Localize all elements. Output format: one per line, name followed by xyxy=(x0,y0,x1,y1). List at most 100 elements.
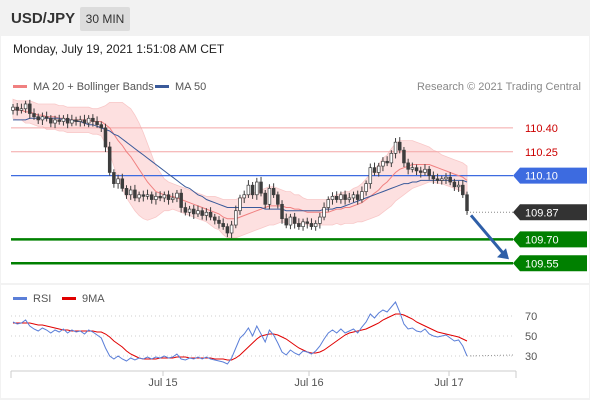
candle-body-up xyxy=(389,152,394,164)
candle-body-down xyxy=(133,189,137,199)
candle-body-up xyxy=(162,194,167,199)
candle-body-down xyxy=(452,181,457,188)
candle xyxy=(242,190,246,204)
candle-body-down xyxy=(427,168,431,176)
ma50-legend-label: MA 50 xyxy=(175,81,206,93)
copyright-label: Research © 2021 Trading Central xyxy=(417,81,581,93)
candle-body-down xyxy=(461,184,465,196)
candle xyxy=(431,171,436,184)
candle-body-up xyxy=(347,197,352,200)
candle-body-down xyxy=(183,207,188,213)
candle xyxy=(313,220,318,231)
candle xyxy=(372,162,377,176)
candle xyxy=(330,192,335,205)
rsi-tick-70: 70 xyxy=(525,311,537,323)
candle xyxy=(410,162,415,173)
candle-body-up xyxy=(288,216,293,226)
candle-body-down xyxy=(419,170,423,173)
candle xyxy=(103,123,108,153)
candle-body-down xyxy=(200,210,204,216)
time-tick-label: Jul 16 xyxy=(294,377,323,389)
candle xyxy=(419,166,423,178)
candle xyxy=(112,169,116,188)
candle-body-down xyxy=(141,194,146,197)
rsi-line xyxy=(12,301,468,365)
candle-body-down xyxy=(107,146,112,173)
candle xyxy=(225,223,230,238)
candle xyxy=(183,202,188,216)
candle-body-down xyxy=(343,194,347,200)
candle xyxy=(347,192,352,203)
candle xyxy=(444,173,448,184)
candle xyxy=(263,189,267,209)
candle-body-up xyxy=(196,210,200,215)
projection-arrow-shaft xyxy=(469,214,506,256)
candle xyxy=(170,192,175,203)
candle-body-down xyxy=(263,192,267,205)
level-tag-109.87 xyxy=(513,204,587,221)
rsi-legend-swatch xyxy=(13,297,27,300)
candle-body-up xyxy=(137,194,141,199)
level-tag-109.55 xyxy=(513,255,587,272)
candle-body-down xyxy=(355,194,360,200)
chart-canvas: Monday, July 19, 2021 1:51:08 AM CET MA … xyxy=(1,42,589,389)
candle xyxy=(250,182,255,199)
rsi-chart: 70 50 30 xyxy=(11,301,537,365)
candle-body-down xyxy=(15,106,19,111)
candle-body-down xyxy=(385,160,389,164)
candle xyxy=(440,175,444,185)
candle xyxy=(82,114,87,127)
rsi-ma-legend-label: 9MA xyxy=(82,293,105,305)
candle-body-up xyxy=(440,178,444,181)
candle-body-down xyxy=(208,211,213,218)
candle xyxy=(213,213,217,225)
candle-body-down xyxy=(74,119,78,122)
candle-body-up xyxy=(444,176,448,180)
candle xyxy=(389,150,394,168)
candle-body-down xyxy=(280,203,284,220)
candle-body-down xyxy=(28,103,32,114)
candle-body-down xyxy=(32,113,36,118)
candle-body-down xyxy=(192,208,196,215)
candle xyxy=(402,146,406,168)
candle xyxy=(120,173,125,192)
candle xyxy=(36,113,40,125)
candle xyxy=(397,137,402,154)
candle xyxy=(70,114,74,127)
candle xyxy=(360,186,364,203)
candle xyxy=(414,164,419,176)
candle xyxy=(154,192,158,205)
candle-body-down xyxy=(406,162,410,170)
candle xyxy=(301,218,305,231)
candle xyxy=(461,180,465,198)
level-label-109.55: 109.55 xyxy=(525,258,559,270)
candle-body-down xyxy=(448,176,452,183)
ma50-legend-swatch xyxy=(155,85,169,88)
candle-body-down xyxy=(225,226,230,234)
candle xyxy=(318,212,322,229)
candle xyxy=(280,200,284,224)
candle xyxy=(78,115,83,127)
candle-body-down xyxy=(292,216,297,224)
candle-body-down xyxy=(36,116,40,121)
candle-body-down xyxy=(297,223,301,227)
candle xyxy=(141,190,146,202)
interval-button[interactable]: 30 MIN xyxy=(80,7,130,31)
candle xyxy=(246,180,251,198)
candle xyxy=(137,191,141,203)
candle-body-down xyxy=(402,149,406,164)
level-label-110.40: 110.40 xyxy=(525,123,558,135)
candle-body-down xyxy=(276,194,280,205)
candle-body-down xyxy=(124,188,129,196)
candle xyxy=(19,103,24,114)
rsi-tick-30: 30 xyxy=(525,351,537,363)
candle xyxy=(427,166,431,180)
candle xyxy=(297,218,301,230)
candle xyxy=(276,191,280,209)
candle-body-up xyxy=(204,211,209,216)
chart-header: USD/JPY 30 MIN xyxy=(0,0,590,36)
candle-body-up xyxy=(301,221,305,227)
price-chart: 110.40 110.25 110.10 109.87 109.70 109.55 xyxy=(11,98,587,272)
candle-body-up xyxy=(23,103,28,110)
candle-body-up xyxy=(381,160,385,167)
